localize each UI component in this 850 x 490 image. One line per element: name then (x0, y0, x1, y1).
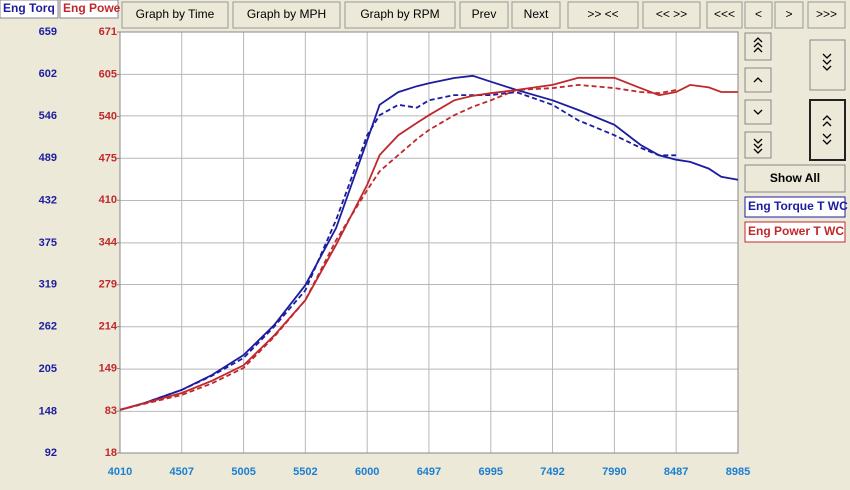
scroll-button[interactable] (744, 99, 772, 125)
legend-item[interactable] (744, 221, 846, 243)
toolbar-button[interactable] (511, 1, 561, 29)
y2-tick-label: 149 (99, 362, 117, 374)
x-tick-label: 5005 (231, 466, 255, 478)
y2-tick-label: 214 (99, 321, 118, 333)
toolbar-button-label: >> << (587, 7, 618, 21)
y-tick-label: 92 (45, 447, 57, 459)
axis-tab[interactable] (0, 0, 59, 19)
legend-label: Eng Torque T WC (748, 199, 848, 213)
y2-tick-label: 344 (99, 237, 118, 249)
x-tick-label: 8487 (664, 466, 688, 478)
icon (753, 77, 763, 83)
toolbar-button-label: Graph by RPM (360, 7, 439, 21)
axis-tab-label: Eng Torq (3, 1, 55, 15)
axis-tab[interactable] (59, 0, 119, 19)
toolbar-button-label: >>> (816, 7, 837, 21)
y-tick-label: 602 (39, 68, 57, 80)
axis-tab-label: Eng Powe (63, 1, 121, 15)
toolbar-button-label: Next (524, 7, 549, 21)
toolbar-button[interactable] (706, 1, 743, 29)
side-buttons (744, 32, 846, 161)
y-tick-label: 659 (39, 26, 57, 38)
zoom-button[interactable] (809, 99, 846, 161)
y2-tick-label: 83 (105, 405, 117, 417)
scroll-button[interactable] (744, 67, 772, 93)
y-tick-label: 546 (39, 110, 57, 122)
y2-tick-label: 605 (99, 68, 117, 80)
toolbar-button-label: > (785, 7, 792, 21)
y2-tick-label: 540 (99, 110, 117, 122)
show-all-button[interactable] (744, 164, 846, 193)
button-icons (753, 37, 832, 154)
x-tick-label: 6497 (417, 466, 441, 478)
icon (753, 37, 763, 53)
data-line (119, 74, 739, 411)
toolbar-button-label: <<< (714, 7, 735, 21)
icon (753, 138, 763, 154)
y2-tick-label: 279 (99, 279, 117, 291)
toolbar-button[interactable] (121, 1, 229, 29)
y-tick-label: 375 (39, 237, 57, 249)
x-tick-label: 4010 (108, 466, 132, 478)
x-tick-label: 8985 (726, 466, 750, 478)
toolbar-button-label: < (755, 7, 762, 21)
show-all-label: Show All (770, 171, 820, 185)
y-tick-label: 489 (39, 152, 57, 164)
x-tick-label: 7990 (602, 466, 626, 478)
y-tick-label: 148 (39, 405, 57, 417)
x-tick-label: 5502 (293, 466, 317, 478)
scroll-button[interactable] (744, 32, 772, 61)
y-tick-label: 262 (39, 321, 57, 333)
x-tick-label: 4507 (169, 466, 193, 478)
y2-tick-label: 18 (105, 447, 117, 459)
y2-tick-label: 475 (99, 152, 117, 164)
toolbar-button[interactable] (232, 1, 341, 29)
toolbar-button[interactable] (567, 1, 639, 29)
y-tick-label: 319 (39, 278, 57, 290)
zoom-button[interactable] (809, 39, 846, 91)
scroll-button[interactable] (744, 131, 772, 159)
y2-tick-label: 671 (99, 26, 117, 38)
x-tick-label: 6000 (355, 466, 379, 478)
toolbar-button[interactable] (344, 1, 456, 29)
icon (822, 53, 832, 71)
toolbar-button[interactable] (642, 1, 701, 29)
toolbar-button[interactable] (774, 1, 804, 29)
toolbar-button[interactable] (459, 1, 509, 29)
toolbar-button-label: Graph by MPH (247, 7, 326, 21)
y-tick-label: 432 (39, 194, 57, 206)
icon (822, 115, 832, 145)
y-tick-label: 205 (39, 363, 57, 375)
legend-item[interactable] (744, 196, 846, 218)
toolbar-button-label: << >> (656, 7, 687, 21)
plot-frame (119, 31, 739, 454)
toolbar-button-label: Prev (472, 7, 497, 21)
data-line (119, 91, 677, 411)
x-tick-label: 7492 (540, 466, 564, 478)
icon (753, 109, 763, 115)
toolbar-button[interactable] (744, 1, 773, 29)
data-line (119, 76, 738, 411)
toolbar-button-label: Graph by Time (136, 7, 215, 21)
x-tick-label: 6995 (479, 466, 503, 478)
toolbar-button[interactable] (807, 1, 846, 29)
legend-label: Eng Power T WC (748, 224, 844, 238)
y2-tick-label: 410 (99, 194, 117, 206)
